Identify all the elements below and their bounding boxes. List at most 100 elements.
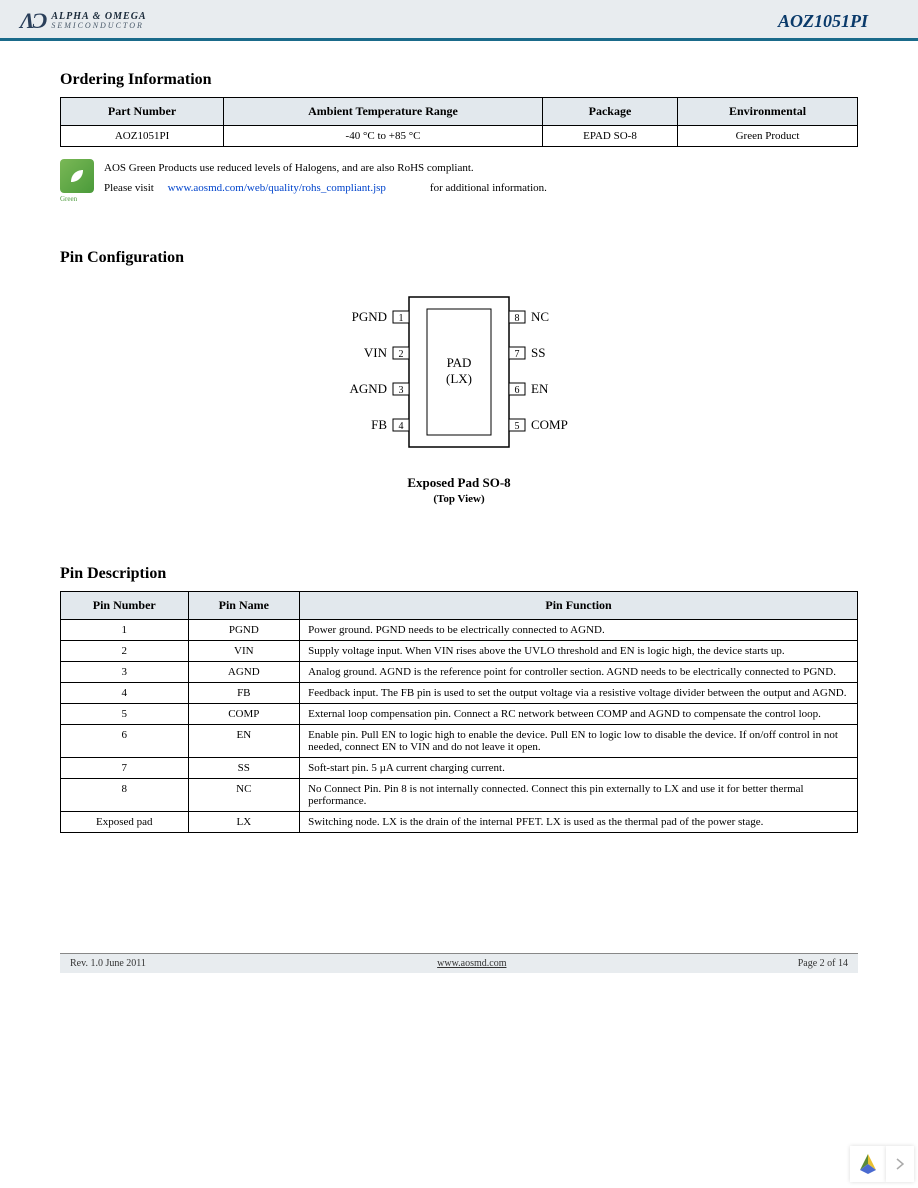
th-environmental: Environmental — [678, 98, 858, 126]
green-text-suffix: for additional information. — [430, 182, 547, 194]
svg-text:8: 8 — [515, 313, 520, 324]
svg-text:PGND: PGND — [352, 309, 387, 324]
cell-pin-name: PGND — [188, 619, 300, 640]
svg-text:NC: NC — [531, 309, 549, 324]
table-header-row: Pin Number Pin Name Pin Function — [61, 591, 858, 619]
svg-text:SS: SS — [531, 345, 545, 360]
cell-pin-num: 8 — [61, 778, 189, 811]
cell-pin-num: 3 — [61, 661, 189, 682]
cell-pin-name: NC — [188, 778, 300, 811]
table-row: 8NCNo Connect Pin. Pin 8 is not internal… — [61, 778, 858, 811]
cell-pin-num: Exposed pad — [61, 811, 189, 832]
svg-text:COMP: COMP — [531, 417, 568, 432]
cell-pin-name: SS — [188, 757, 300, 778]
footer-rev: Rev. 1.0 June 2011 — [70, 958, 146, 969]
th-part-number: Part Number — [61, 98, 224, 126]
pin-3: 3 AGND — [349, 381, 409, 396]
svg-text:6: 6 — [515, 385, 520, 396]
corner-next-button[interactable] — [886, 1146, 914, 1182]
ordering-table: Part Number Ambient Temperature Range Pa… — [60, 97, 858, 147]
cell-temp: -40 °C to +85 °C — [224, 126, 543, 147]
svg-text:4: 4 — [399, 421, 404, 432]
th-pin-function: Pin Function — [300, 591, 858, 619]
cell-pin-name: EN — [188, 724, 300, 757]
green-text-line1: AOS Green Products use reduced levels of… — [104, 159, 547, 179]
cell-pin-func: Analog ground. AGND is the reference poi… — [300, 661, 858, 682]
svg-text:2: 2 — [399, 349, 404, 360]
pin-1: 1 PGND — [352, 309, 409, 324]
th-package: Package — [542, 98, 677, 126]
cell-pin-func: Power ground. PGND needs to be electrica… — [300, 619, 858, 640]
table-row: AOZ1051PI -40 °C to +85 °C EPAD SO-8 Gre… — [61, 126, 858, 147]
cell-pin-name: LX — [188, 811, 300, 832]
table-header-row: Part Number Ambient Temperature Range Pa… — [61, 98, 858, 126]
table-row: 7SSSoft-start pin. 5 µA current charging… — [61, 757, 858, 778]
th-temp-range: Ambient Temperature Range — [224, 98, 543, 126]
logo-icon: ΛƆ — [20, 8, 45, 34]
corner-logo-icon[interactable] — [850, 1146, 886, 1182]
table-row: 2VINSupply voltage input. When VIN rises… — [61, 640, 858, 661]
table-row: 5COMPExternal loop compensation pin. Con… — [61, 703, 858, 724]
cell-pin-num: 7 — [61, 757, 189, 778]
pin-2: 2 VIN — [364, 345, 409, 360]
pin-8: 8 NC — [509, 309, 549, 324]
cell-pin-func: External loop compensation pin. Connect … — [300, 703, 858, 724]
table-row: Exposed padLXSwitching node. LX is the d… — [61, 811, 858, 832]
logo-text-bot: SEMICONDUCTOR — [51, 22, 146, 30]
svg-text:FB: FB — [371, 417, 387, 432]
svg-text:AGND: AGND — [349, 381, 387, 396]
green-leaf-icon — [60, 159, 94, 193]
cell-pin-num: 1 — [61, 619, 189, 640]
svg-text:1: 1 — [399, 313, 404, 324]
pinconfig-heading: Pin Configuration — [60, 249, 858, 267]
pinconfig-caption: Exposed Pad SO-8 — [60, 475, 858, 491]
table-row: 1PGNDPower ground. PGND needs to be elec… — [61, 619, 858, 640]
pinconfig-subcaption: (Top View) — [60, 493, 858, 505]
cell-pin-func: Supply voltage input. When VIN rises abo… — [300, 640, 858, 661]
cell-pin-name: COMP — [188, 703, 300, 724]
ordering-heading: Ordering Information — [60, 71, 858, 89]
pin-6: 6 EN — [509, 381, 549, 396]
table-row: 6ENEnable pin. Pull EN to logic high to … — [61, 724, 858, 757]
cell-pin-num: 6 — [61, 724, 189, 757]
page-header: ΛƆ ALPHA & OMEGA SEMICONDUCTOR AOZ1051PI — [0, 0, 918, 38]
pin-4: 4 FB — [371, 417, 409, 432]
svg-text:7: 7 — [515, 349, 520, 360]
th-pin-name: Pin Name — [188, 591, 300, 619]
company-logo: ΛƆ ALPHA & OMEGA SEMICONDUCTOR — [20, 8, 147, 34]
cell-pin-num: 2 — [61, 640, 189, 661]
footer-url: www.aosmd.com — [437, 958, 506, 969]
cell-pkg: EPAD SO-8 — [542, 126, 677, 147]
cell-pin-num: 5 — [61, 703, 189, 724]
green-text-prefix: Please visit — [104, 182, 154, 194]
cell-pin-num: 4 — [61, 682, 189, 703]
pindesc-heading: Pin Description — [60, 565, 858, 583]
cell-pin-name: FB — [188, 682, 300, 703]
rohs-link[interactable]: www.aosmd.com/web/quality/rohs_compliant… — [168, 182, 386, 194]
green-product-note: AOS Green Products use reduced levels of… — [60, 159, 858, 199]
pad-label-1: PAD — [447, 355, 472, 370]
pindesc-table: Pin Number Pin Name Pin Function 1PGNDPo… — [60, 591, 858, 833]
table-row: 3AGNDAnalog ground. AGND is the referenc… — [61, 661, 858, 682]
pin-5: 5 COMP — [509, 417, 568, 432]
svg-text:VIN: VIN — [364, 345, 388, 360]
svg-text:EN: EN — [531, 381, 549, 396]
cell-pin-func: Soft-start pin. 5 µA current charging cu… — [300, 757, 858, 778]
part-number-header: AOZ1051PI — [778, 11, 868, 32]
th-pin-number: Pin Number — [61, 591, 189, 619]
table-row: 4FBFeedback input. The FB pin is used to… — [61, 682, 858, 703]
cell-pin-func: No Connect Pin. Pin 8 is not internally … — [300, 778, 858, 811]
pin-7: 7 SS — [509, 345, 545, 360]
cell-pin-func: Switching node. LX is the drain of the i… — [300, 811, 858, 832]
pin-diagram: PAD (LX) 1 PGND 2 VIN 3 AGND 4 FB — [60, 287, 858, 505]
cell-pin-name: VIN — [188, 640, 300, 661]
cell-pin-name: AGND — [188, 661, 300, 682]
page-footer: Rev. 1.0 June 2011 www.aosmd.com Page 2 … — [60, 953, 858, 973]
cell-pin-func: Enable pin. Pull EN to logic high to ena… — [300, 724, 858, 757]
cell-pn: AOZ1051PI — [61, 126, 224, 147]
pad-label-2: (LX) — [446, 371, 472, 386]
footer-page: Page 2 of 14 — [798, 958, 848, 969]
corner-widget — [850, 1146, 914, 1182]
svg-text:5: 5 — [515, 421, 520, 432]
cell-env: Green Product — [678, 126, 858, 147]
